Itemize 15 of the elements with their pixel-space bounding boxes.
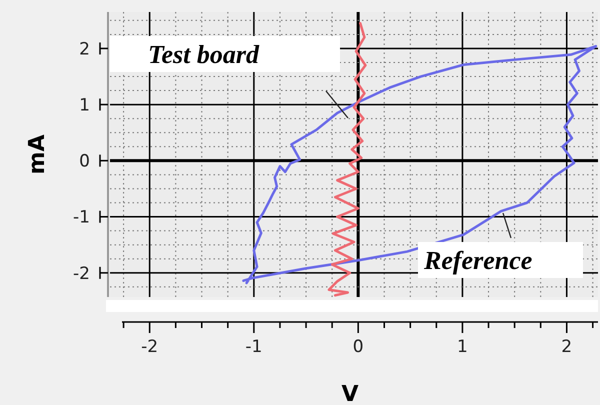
y-tick-label: -1: [73, 208, 90, 228]
x-tick-label: -1: [245, 337, 262, 357]
y-tick-label: 2: [79, 39, 90, 60]
line-series: [328, 22, 367, 297]
x-tick-label: -2: [141, 337, 158, 357]
y-axis-title: mA: [25, 134, 50, 174]
y-tick-label: 1: [79, 96, 90, 116]
x-tick-label: 2: [561, 337, 572, 357]
y-tick-label: -2: [73, 264, 90, 284]
annotation: Test board: [148, 40, 260, 69]
x-axis-title: V: [341, 382, 359, 405]
annotation: Reference: [423, 246, 532, 275]
x-tick-label: 0: [352, 337, 364, 357]
x-tick-label: 1: [457, 337, 468, 357]
y-tick-label: 0: [79, 152, 90, 172]
